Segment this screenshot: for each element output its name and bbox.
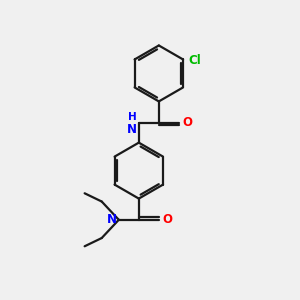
Text: N: N: [127, 123, 136, 136]
Text: O: O: [162, 213, 172, 226]
Text: Cl: Cl: [188, 53, 201, 67]
Text: O: O: [182, 116, 192, 129]
Text: N: N: [106, 213, 116, 226]
Text: H: H: [128, 112, 136, 122]
